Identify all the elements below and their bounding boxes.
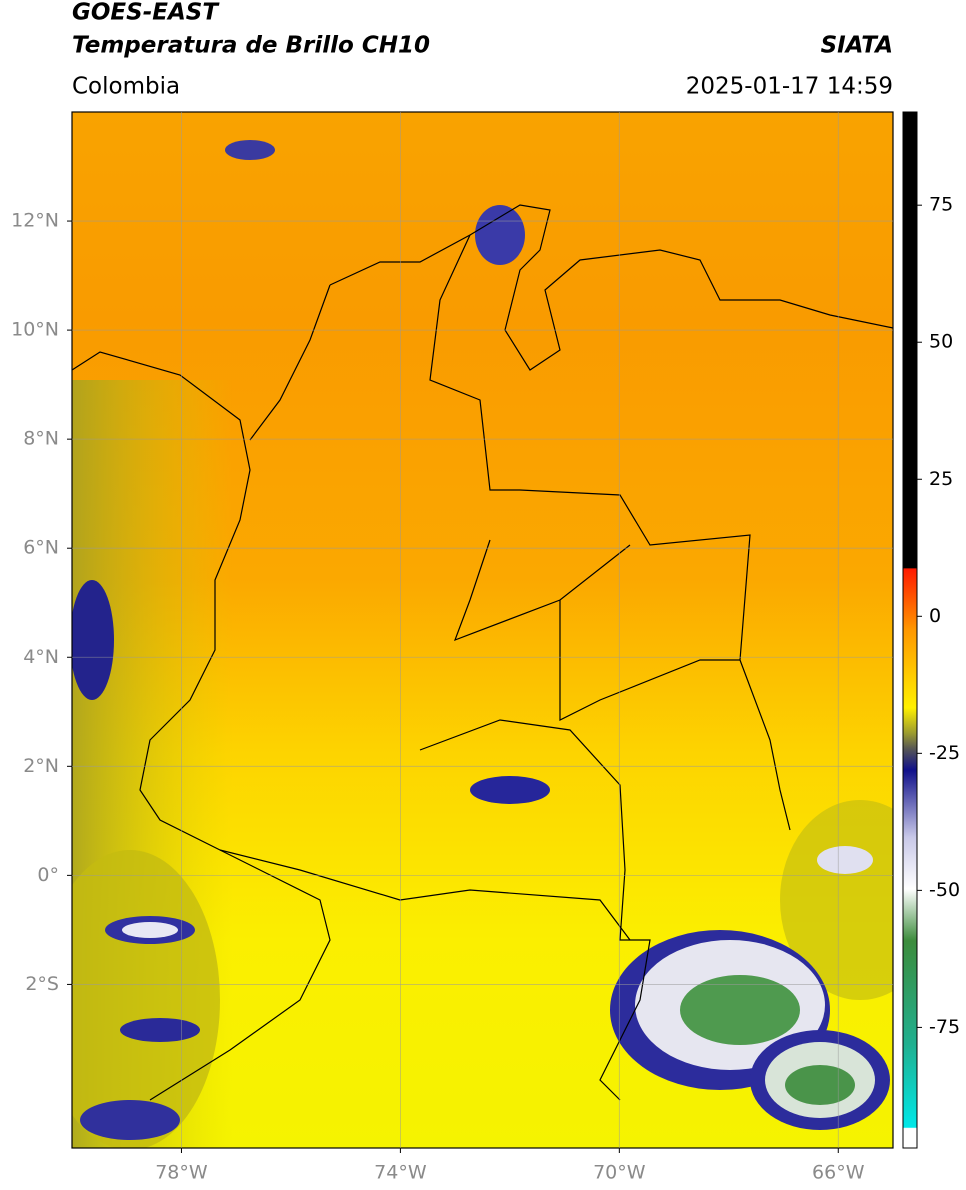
colorbar <box>902 111 918 1149</box>
lat-tick-label: 2°S <box>25 973 59 995</box>
colorbar-tick-label: 25 <box>929 468 953 490</box>
lat-tick-label: 2°N <box>23 755 59 777</box>
map-frame <box>71 111 894 1149</box>
lat-tick-label: 10°N <box>11 319 59 341</box>
lon-tick-label: 66°W <box>812 1162 865 1184</box>
lon-tick-label: 74°W <box>374 1162 427 1184</box>
lat-tick-label: 6°N <box>23 537 59 559</box>
colorbar-tick-label: -25 <box>929 742 960 764</box>
lat-tick-label: 8°N <box>23 428 59 450</box>
institution: SIATA <box>821 33 893 59</box>
colorbar-tick-label: 50 <box>929 331 953 353</box>
region: Colombia <box>72 74 180 100</box>
colorbar-tick-label: -50 <box>929 879 960 901</box>
lon-tick-label: 78°W <box>155 1162 208 1184</box>
datetime: 2025-01-17 14:59 <box>686 74 893 100</box>
map-image <box>72 112 893 1148</box>
lat-tick-label: 12°N <box>11 210 59 232</box>
product: Temperatura de Brillo CH10 <box>72 33 430 59</box>
colorbar-tick-label: -75 <box>929 1016 960 1038</box>
satellite: GOES-EAST <box>72 0 220 26</box>
colorbar-tick-label: 75 <box>929 194 953 216</box>
borders <box>71 204 894 1101</box>
colorbar-tick-label: 0 <box>929 605 941 627</box>
lon-tick-label: 70°W <box>593 1162 646 1184</box>
lat-tick-label: 4°N <box>23 646 59 668</box>
lat-tick-label: 0° <box>37 864 59 886</box>
